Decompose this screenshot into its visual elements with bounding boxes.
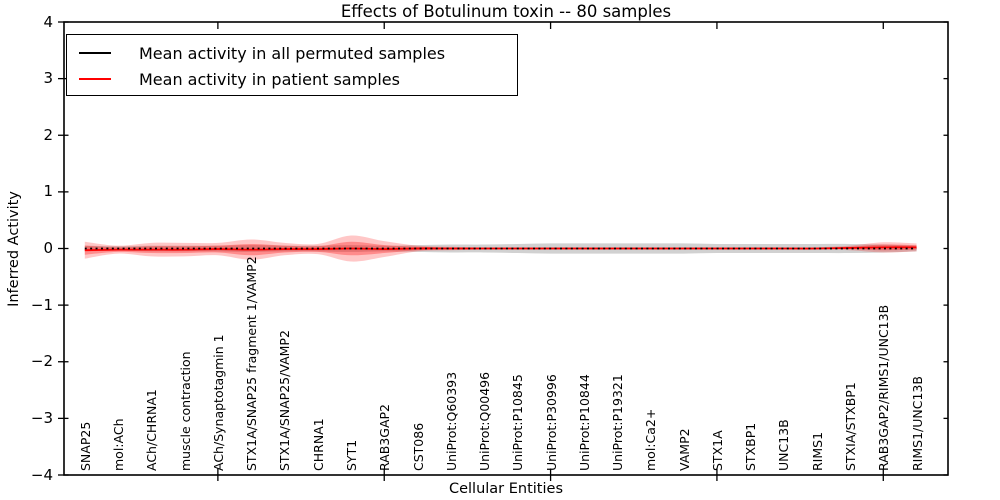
y-tick-label: −3 [30,408,53,427]
x-tick-label: UniProt:Q00496 [477,371,493,471]
x-tick-label: RIMS1/UNC13B [909,376,925,471]
x-tick-label: UNC13B [776,419,792,471]
x-tick-label: UniProt:P10844 [576,374,592,471]
x-tick-label: CST086 [410,422,426,471]
x-tick-label: CHRNA1 [310,418,326,471]
y-tick-label: 2 [43,125,53,144]
x-tick-label: UniProt:P30996 [543,374,559,471]
x-tick-label: mol:Ca2+ [643,408,659,471]
patient-line-swatch [79,78,111,80]
x-tick-label: STX1A/SNAP25/VAMP2 [277,330,293,471]
x-tick-label: STXIA/STXBP1 [843,382,858,471]
x-tick-label: UniProt:P10845 [510,374,526,471]
y-tick-label: 3 [43,69,53,88]
x-tick-label: RAB3GAP2 [377,404,393,471]
y-tick-label: 4 [43,12,53,31]
legend-label-permuted: Mean activity in all permuted samples [139,43,446,63]
x-tick-label: RAB3GAP2/RIMS1/UNC13B [876,304,892,471]
y-tick-label: −2 [30,352,53,371]
x-axis-label: Cellular Entities [448,481,564,497]
permuted-line-swatch [79,52,111,54]
x-tick-label: UniProt:Q60393 [443,371,459,471]
x-tick-label: SYT1 [343,439,359,471]
y-tick-label: −1 [30,295,53,314]
x-tick-label: muscle contraction [177,351,193,471]
legend-label-patient: Mean activity in patient samples [139,69,400,89]
x-tick-label: SNAP25 [77,421,93,471]
x-tick-label: ACh/Synaptotagmin 1 [210,334,226,471]
y-tick-label: 0 [43,239,53,257]
x-tick-label: VAMP2 [676,428,692,471]
y-tick-label: 1 [43,182,53,201]
x-tick-label: STX1A/SNAP25 fragment 1/VAMP2 [244,256,260,471]
x-tick-label: ACh/CHRNA1 [144,389,160,471]
x-tick-label: RIMS1 [809,431,825,471]
y-tick-label: −4 [30,465,53,484]
x-tick-label: mol:ACh [111,418,127,472]
legend-row-patient: Mean activity in patient samples [67,66,517,92]
x-tick-label: STX1A [709,430,725,471]
chart-title: Effects of Botulinum toxin -- 80 samples [340,2,672,21]
x-tick-label: UniProt:P19321 [610,374,626,471]
legend-row-permuted: Mean activity in all permuted samples [67,40,517,66]
legend: Mean activity in all permuted samples Me… [66,34,518,96]
x-tick-label: STXBP1 [743,422,759,471]
